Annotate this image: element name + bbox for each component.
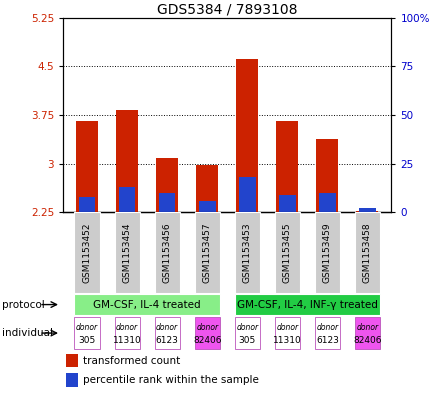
- Bar: [319, 193, 335, 212]
- Text: GSM1153455: GSM1153455: [282, 222, 291, 283]
- Bar: [76, 121, 98, 212]
- Bar: [316, 139, 338, 212]
- Bar: [158, 193, 175, 212]
- Bar: [114, 317, 139, 349]
- Bar: [355, 211, 378, 212]
- Bar: [74, 317, 99, 349]
- Text: 11310: 11310: [112, 336, 141, 345]
- Bar: [156, 158, 178, 212]
- Bar: [236, 59, 258, 212]
- Text: 82406: 82406: [193, 336, 221, 345]
- Text: individual: individual: [2, 328, 53, 338]
- Bar: [276, 121, 298, 212]
- Text: donor: donor: [196, 323, 218, 332]
- Bar: [118, 187, 135, 212]
- Text: donor: donor: [316, 323, 338, 332]
- Text: 6123: 6123: [315, 336, 338, 345]
- Text: donor: donor: [355, 323, 378, 332]
- Text: 11310: 11310: [273, 336, 301, 345]
- Bar: [198, 200, 215, 212]
- Bar: [154, 212, 179, 293]
- Text: donor: donor: [116, 323, 138, 332]
- Text: 305: 305: [238, 336, 255, 345]
- Bar: [234, 317, 260, 349]
- Text: GSM1153458: GSM1153458: [362, 222, 371, 283]
- Bar: [274, 317, 299, 349]
- Text: donor: donor: [236, 323, 258, 332]
- Bar: [196, 165, 218, 212]
- Text: 82406: 82406: [352, 336, 381, 345]
- Text: 6123: 6123: [155, 336, 178, 345]
- Text: GSM1153456: GSM1153456: [162, 222, 171, 283]
- Bar: [314, 212, 339, 293]
- Bar: [154, 317, 179, 349]
- Bar: [194, 212, 219, 293]
- Bar: [66, 373, 78, 387]
- Bar: [116, 110, 138, 212]
- Bar: [234, 294, 379, 316]
- Text: GSM1153454: GSM1153454: [122, 222, 132, 283]
- Text: GSM1153453: GSM1153453: [242, 222, 251, 283]
- Bar: [354, 317, 379, 349]
- Bar: [279, 195, 295, 212]
- Text: GM-CSF, IL-4 treated: GM-CSF, IL-4 treated: [93, 299, 201, 310]
- Text: transformed count: transformed count: [82, 356, 180, 366]
- Bar: [74, 212, 99, 293]
- Text: 305: 305: [78, 336, 95, 345]
- Bar: [234, 212, 260, 293]
- Bar: [314, 317, 339, 349]
- Text: donor: donor: [156, 323, 178, 332]
- Text: GSM1153452: GSM1153452: [82, 222, 92, 283]
- Bar: [274, 212, 299, 293]
- Title: GDS5384 / 7893108: GDS5384 / 7893108: [157, 2, 297, 17]
- Text: GSM1153457: GSM1153457: [202, 222, 211, 283]
- Bar: [79, 196, 95, 212]
- Bar: [239, 177, 255, 212]
- Bar: [114, 212, 139, 293]
- Text: donor: donor: [76, 323, 98, 332]
- Bar: [358, 208, 375, 212]
- Text: GM-CSF, IL-4, INF-γ treated: GM-CSF, IL-4, INF-γ treated: [237, 299, 377, 310]
- Text: percentile rank within the sample: percentile rank within the sample: [82, 375, 258, 386]
- Bar: [74, 294, 219, 316]
- Bar: [66, 354, 78, 367]
- Text: protocol: protocol: [2, 299, 45, 310]
- Bar: [194, 317, 219, 349]
- Text: GSM1153459: GSM1153459: [322, 222, 331, 283]
- Text: donor: donor: [276, 323, 298, 332]
- Bar: [354, 212, 379, 293]
